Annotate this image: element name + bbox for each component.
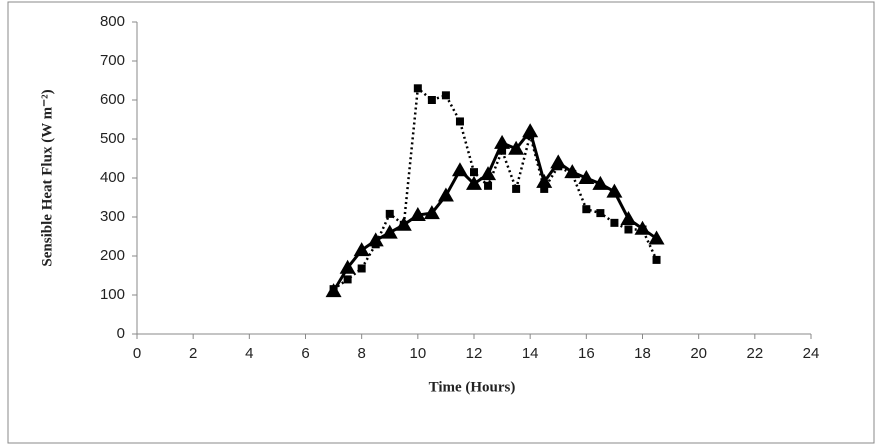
triangle-marker <box>550 154 567 169</box>
x-tick-label: 22 <box>746 345 763 362</box>
triangle-marker <box>592 175 609 190</box>
triangle-marker <box>409 207 426 222</box>
triangle-marker <box>494 134 511 149</box>
triangle-marker <box>508 140 525 155</box>
square-marker <box>596 209 605 218</box>
triangle-marker <box>423 205 440 220</box>
square-marker <box>441 91 450 100</box>
square-marker <box>498 146 507 155</box>
square-marker <box>455 117 464 126</box>
triangle-marker <box>437 187 454 202</box>
triangle-marker <box>620 210 637 225</box>
square-marker <box>427 96 436 104</box>
y-tick-label: 300 <box>100 208 125 225</box>
x-tick-label: 6 <box>301 345 309 362</box>
triangle-marker <box>522 123 539 138</box>
x-tick-label: 0 <box>133 345 141 362</box>
square-marker <box>343 275 352 284</box>
triangle-marker <box>367 232 384 247</box>
x-tick-label: 4 <box>245 345 253 362</box>
x-tick-label: 20 <box>690 345 707 362</box>
x-tick-label: 14 <box>522 345 539 362</box>
x-tick-label: 8 <box>357 345 365 362</box>
triangle-marker <box>606 183 623 198</box>
triangle-marker <box>339 259 356 274</box>
chart-border <box>7 1 875 444</box>
y-tick-label: 100 <box>100 286 125 303</box>
y-tick-label: 800 <box>100 13 125 30</box>
triangle-marker <box>578 170 595 184</box>
y-tick-label: 0 <box>117 325 125 342</box>
x-tick-label: 18 <box>634 345 651 362</box>
triangle-marker <box>634 220 651 235</box>
triangle-marker <box>325 283 342 298</box>
y-tick-label: 200 <box>100 247 125 264</box>
square-marker <box>624 225 633 234</box>
triangle-marker <box>451 162 468 177</box>
triangle-marker <box>353 242 370 257</box>
x-tick-label: 16 <box>578 345 595 362</box>
triangle-marker <box>536 173 553 188</box>
triangle-marker <box>395 216 412 231</box>
x-tick-label: 12 <box>466 345 483 362</box>
triangle-marker <box>648 230 665 245</box>
square-marker <box>470 168 478 177</box>
x-axis-title: Time (Hours) <box>429 379 516 395</box>
x-tick-label: 2 <box>189 345 197 362</box>
y-axis-title: Sensible Heat Flux (W m⁻²) <box>39 89 55 266</box>
square-marker <box>385 209 394 218</box>
y-tick-label: 400 <box>100 169 125 186</box>
y-tick-label: 500 <box>100 130 125 147</box>
triangle-marker <box>381 224 398 239</box>
square-marker <box>652 255 661 264</box>
square-marker <box>484 181 493 190</box>
series-line <box>332 127 658 292</box>
y-tick-label: 700 <box>100 52 125 69</box>
y-tick-label: 600 <box>100 91 125 108</box>
square-marker <box>540 184 549 193</box>
triangle-marker <box>466 175 482 190</box>
square-marker <box>582 205 591 214</box>
x-tick-label: 10 <box>409 345 426 362</box>
x-tick-label: 24 <box>803 345 820 362</box>
square-marker <box>357 264 366 273</box>
square-marker <box>610 218 619 227</box>
series-line <box>332 85 658 291</box>
square-marker <box>512 184 521 193</box>
triangle-marker <box>564 164 581 179</box>
triangle-marker <box>480 166 497 181</box>
square-marker <box>413 84 422 93</box>
